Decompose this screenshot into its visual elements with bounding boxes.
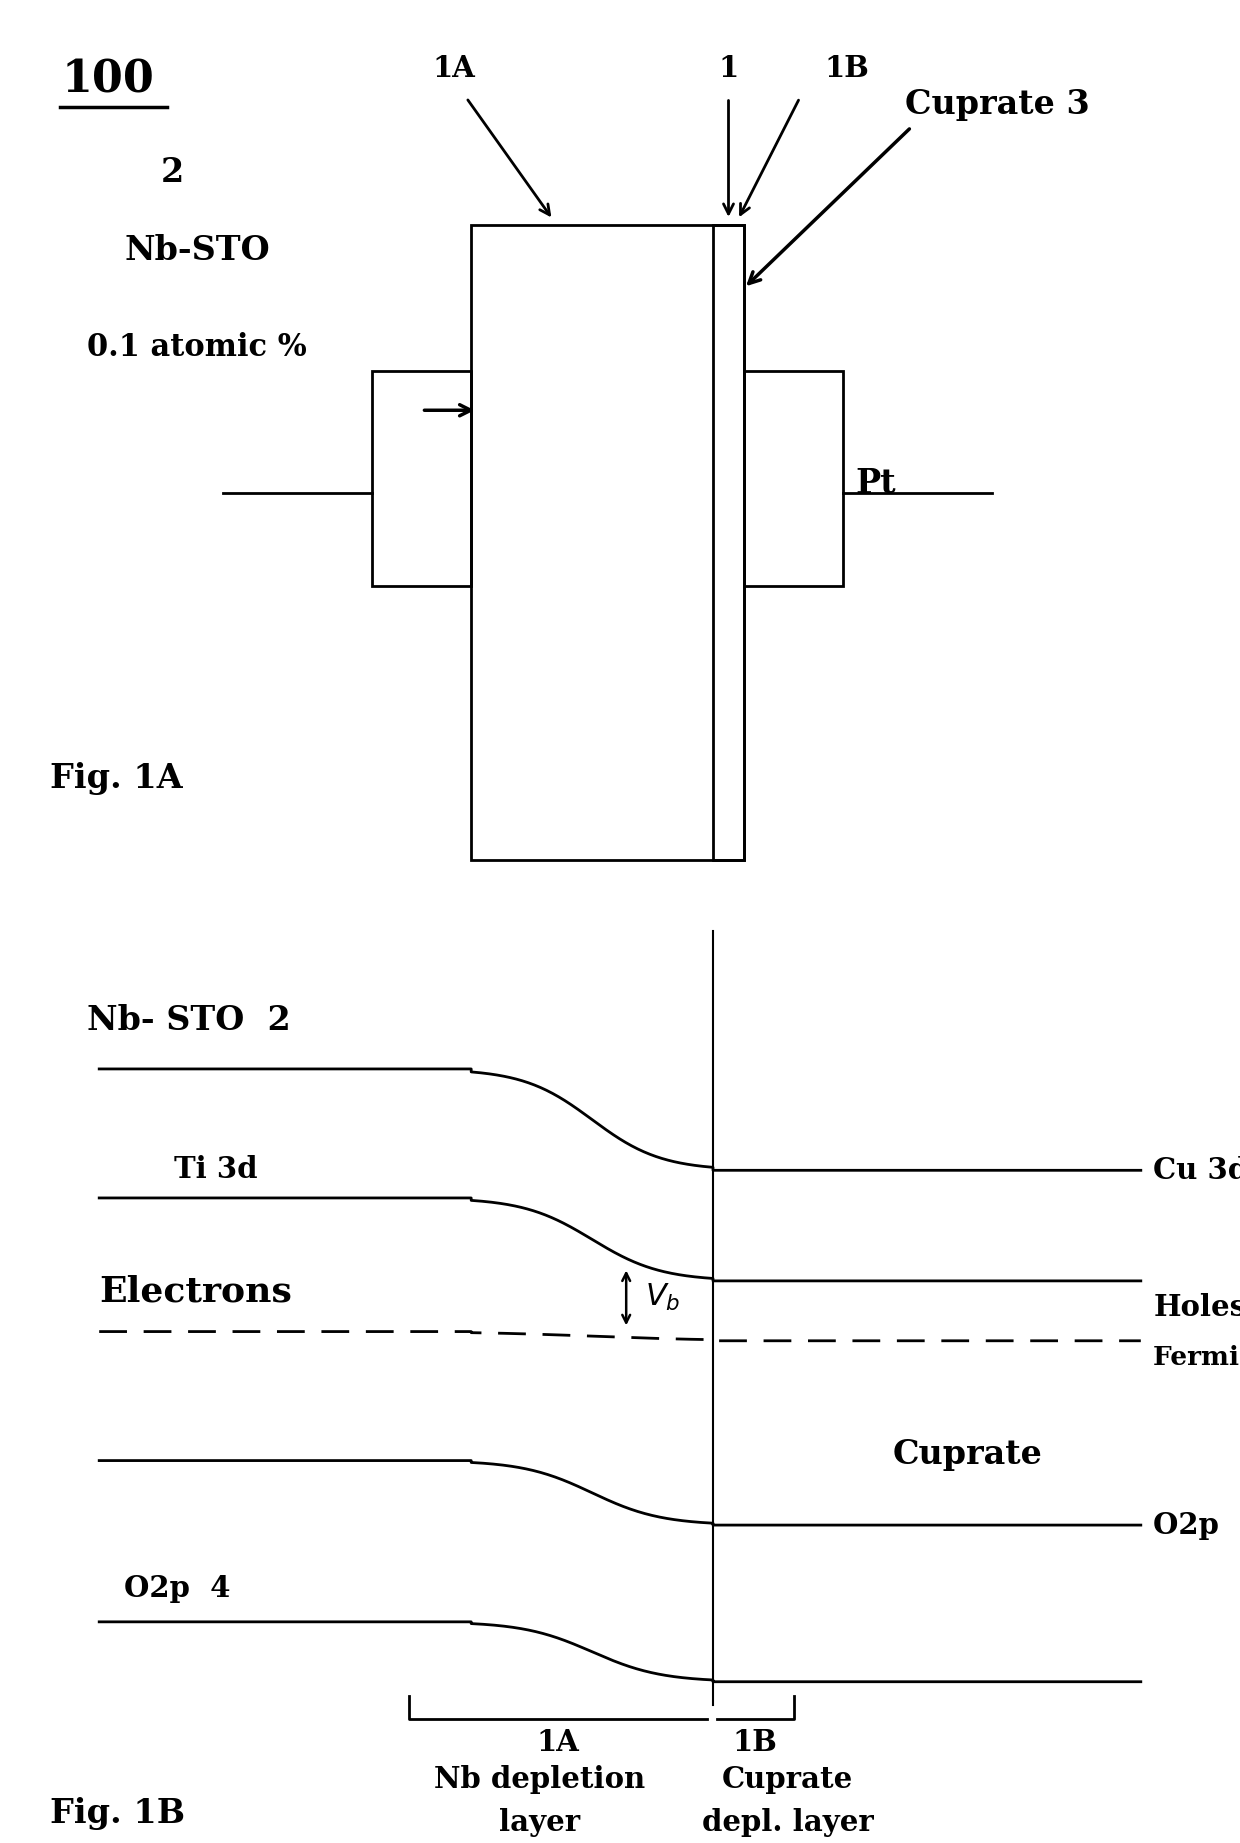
Text: 1B: 1B bbox=[825, 53, 869, 83]
Text: 2: 2 bbox=[161, 157, 185, 190]
Text: Nb-STO: Nb-STO bbox=[124, 234, 269, 267]
Text: layer: layer bbox=[498, 1808, 580, 1837]
Text: Fig. 1B: Fig. 1B bbox=[50, 1797, 185, 1830]
Bar bbox=[744, 370, 843, 586]
Text: Cuprate: Cuprate bbox=[722, 1766, 853, 1793]
Text: 1A: 1A bbox=[433, 53, 475, 83]
Text: Holes: Holes bbox=[1153, 1294, 1240, 1323]
Text: 100: 100 bbox=[62, 59, 155, 101]
Text: Nb- STO  2: Nb- STO 2 bbox=[87, 1004, 290, 1038]
Bar bbox=[713, 225, 744, 859]
Text: Cu 3d: Cu 3d bbox=[1153, 1156, 1240, 1185]
Text: 1B: 1B bbox=[733, 1729, 777, 1756]
Text: Pt: Pt bbox=[856, 466, 897, 499]
Text: Fig. 1A: Fig. 1A bbox=[50, 761, 182, 794]
Text: O2p  4: O2p 4 bbox=[1153, 1511, 1240, 1539]
Text: Nb depletion: Nb depletion bbox=[434, 1766, 645, 1793]
Bar bbox=[471, 225, 744, 859]
Text: Cuprate 3: Cuprate 3 bbox=[905, 88, 1090, 122]
Text: 1A: 1A bbox=[537, 1729, 579, 1756]
Text: 0.1 atomic %: 0.1 atomic % bbox=[87, 332, 306, 363]
Text: 1: 1 bbox=[718, 53, 739, 83]
Text: Fermi level: Fermi level bbox=[1153, 1345, 1240, 1371]
Bar bbox=[372, 370, 471, 586]
Text: depl. layer: depl. layer bbox=[702, 1808, 873, 1837]
Text: $\mathit{V_b}$: $\mathit{V_b}$ bbox=[645, 1283, 681, 1314]
Text: Electrons: Electrons bbox=[99, 1275, 293, 1309]
Text: O2p  4: O2p 4 bbox=[124, 1574, 231, 1603]
Text: Cuprate: Cuprate bbox=[893, 1438, 1043, 1471]
Text: Ti 3d: Ti 3d bbox=[174, 1156, 257, 1185]
